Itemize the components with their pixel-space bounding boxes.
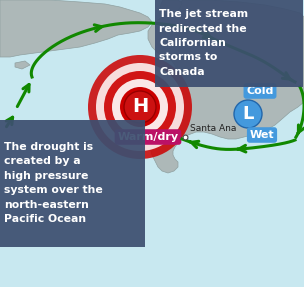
Text: Wet: Wet (250, 130, 274, 140)
Text: H: H (132, 98, 148, 117)
Text: L: L (242, 105, 254, 123)
Circle shape (112, 79, 168, 135)
Circle shape (234, 100, 262, 128)
Circle shape (104, 71, 176, 143)
Circle shape (124, 91, 156, 123)
Text: Cold: Cold (246, 86, 274, 96)
FancyBboxPatch shape (0, 120, 145, 247)
Circle shape (96, 63, 184, 151)
Text: The jet stream
redirected the
Californian
storms to
Canada: The jet stream redirected the California… (159, 9, 248, 77)
Text: Santa Ana: Santa Ana (190, 124, 237, 133)
Circle shape (120, 87, 160, 127)
FancyBboxPatch shape (155, 0, 303, 87)
Circle shape (88, 55, 192, 159)
Polygon shape (160, 0, 182, 16)
Polygon shape (148, 0, 304, 173)
Polygon shape (0, 0, 152, 57)
Text: The drought is
created by a
high pressure
system over the
north-eastern
Pacific : The drought is created by a high pressur… (4, 142, 103, 224)
Text: Warm/dry: Warm/dry (117, 132, 178, 142)
Polygon shape (15, 61, 30, 69)
